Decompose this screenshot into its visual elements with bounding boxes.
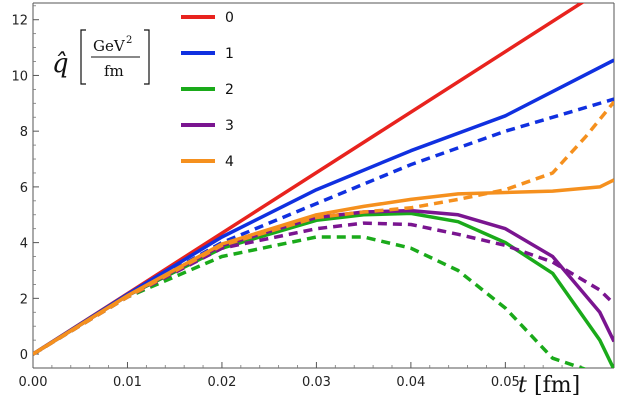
y-tick-label: 6: [20, 181, 28, 196]
y-axis-symbol: q̂: [52, 49, 69, 79]
y-tick-label: 2: [20, 292, 28, 307]
series-4-solid-line: [33, 178, 614, 356]
y-tick-label: 0: [20, 348, 28, 363]
y-unit-right-bracket: [144, 29, 150, 85]
y-tick-label: 8: [20, 125, 28, 140]
x-tick-label: 0.00: [19, 375, 48, 390]
legend-label-3: 3: [225, 118, 234, 134]
x-axis-symbol: t: [518, 373, 527, 398]
legend-label-4: 4: [225, 154, 234, 170]
y-unit-exponent: 2: [126, 35, 132, 46]
legend: 0 1 2 3 4: [181, 10, 234, 170]
y-tick-label: 10: [11, 69, 28, 84]
series-group: [33, 3, 614, 368]
plot-frame: [32, 2, 615, 369]
y-unit-numerator: GeV: [93, 37, 126, 55]
x-tick-label: 0.03: [302, 375, 331, 390]
y-unit-left-bracket: [80, 29, 86, 85]
legend-label-1: 1: [225, 46, 234, 62]
x-axis-unit: [fm]: [534, 373, 580, 398]
x-axis-label: t [fm]: [518, 373, 580, 398]
series-1-solid-line: [33, 58, 614, 356]
series-4-dashed-line: [33, 100, 614, 356]
y-unit-denominator: fm: [104, 62, 124, 80]
y-axis-label: q̂ GeV 2 fm: [52, 29, 150, 85]
legend-label-0: 0: [225, 10, 234, 26]
y-tick-label: 4: [20, 237, 28, 252]
y-tick-label: 12: [11, 14, 28, 29]
series-3-solid-line: [33, 208, 614, 356]
series-2-dashed-line: [33, 235, 587, 368]
x-tick-label: 0.04: [396, 375, 425, 390]
x-tick-label: 0.05: [491, 375, 520, 390]
x-tick-label: 0.02: [207, 375, 236, 390]
legend-label-2: 2: [225, 82, 234, 98]
x-tick-label: 0.01: [113, 375, 142, 390]
